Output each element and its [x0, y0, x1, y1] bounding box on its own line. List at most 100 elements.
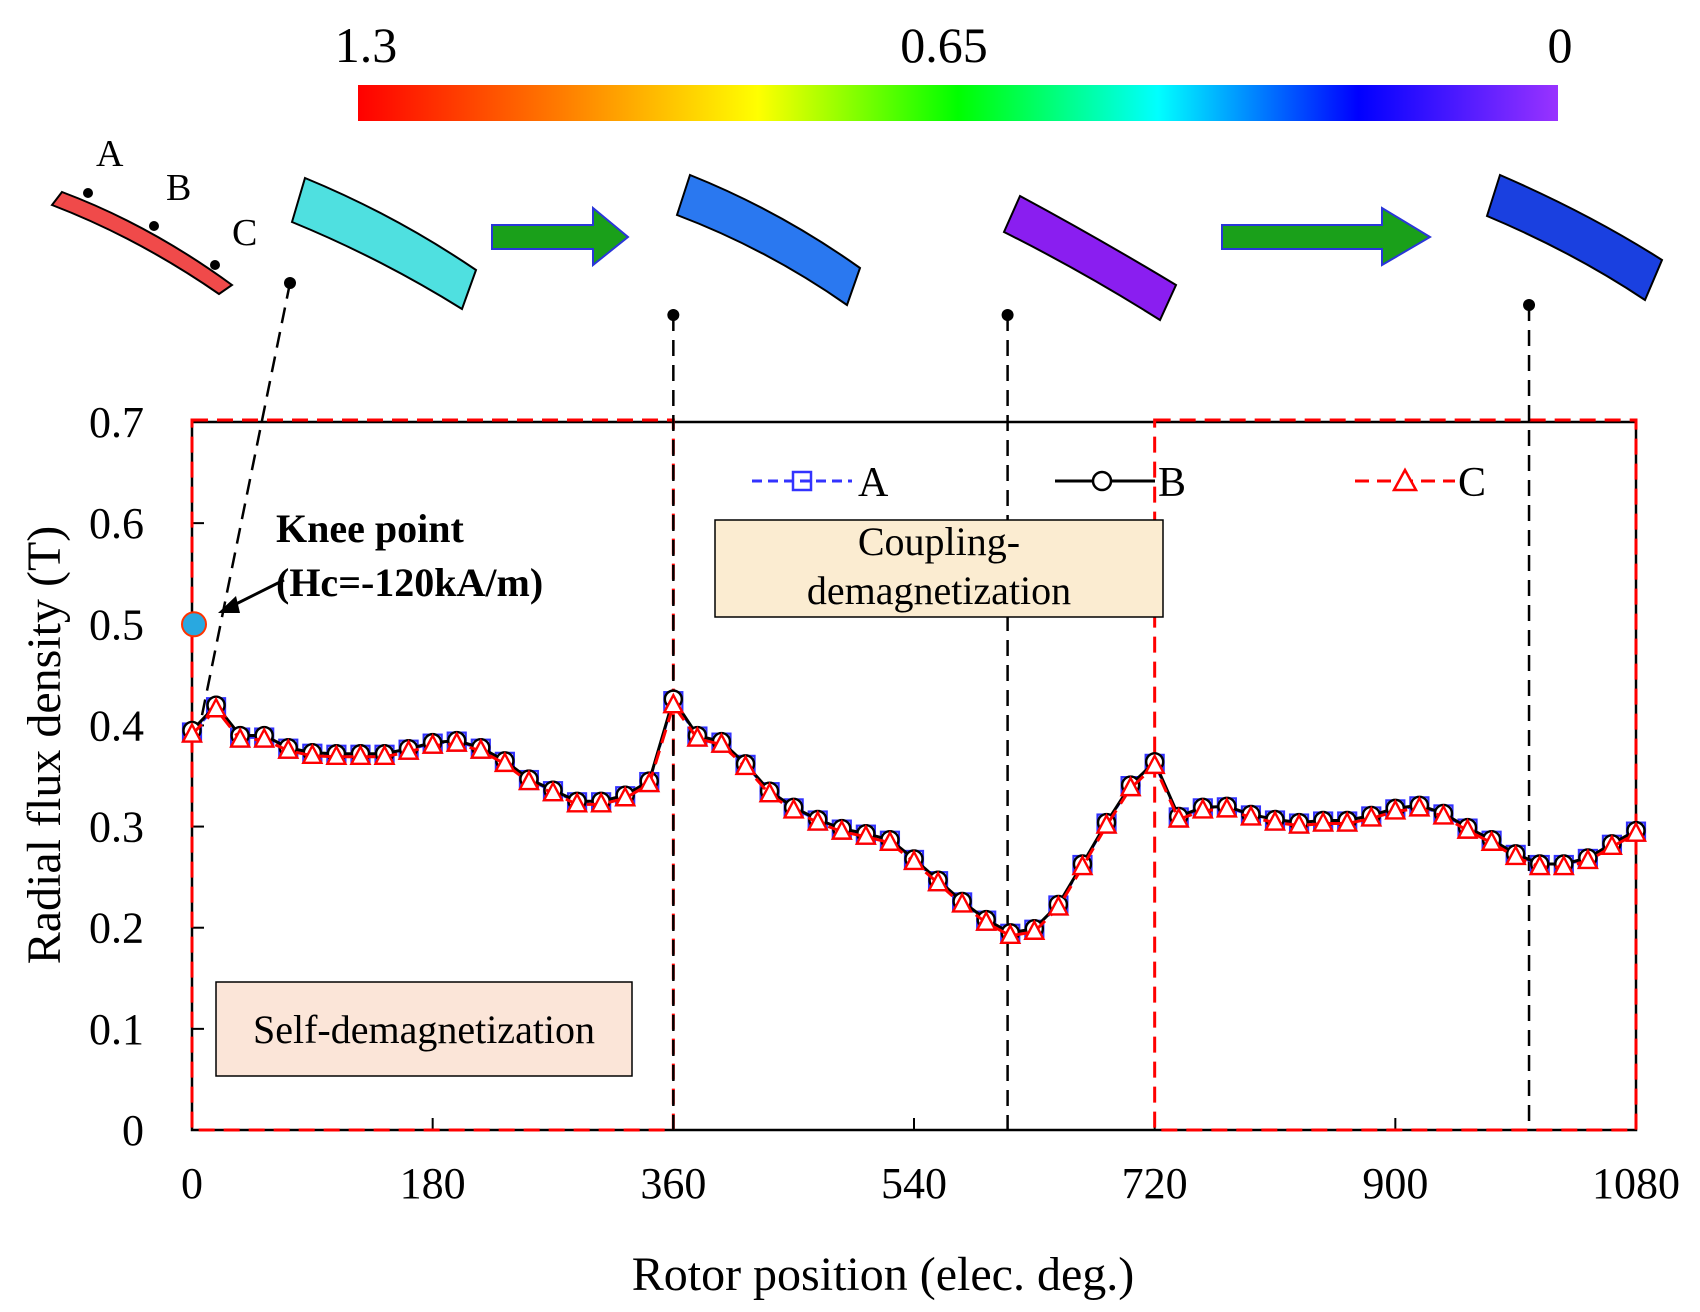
- data-point-c: [1288, 812, 1311, 834]
- colorbar-mid-label: 0.65: [900, 17, 988, 73]
- data-point-c: [469, 738, 492, 759]
- y-tick-label: 0.2: [89, 904, 144, 953]
- self-demag-label: Self-demagnetization: [253, 1007, 595, 1052]
- colorbar-gradient: [358, 85, 1558, 121]
- x-tick-label: 900: [1362, 1159, 1428, 1208]
- knee-point-title: Knee point: [276, 506, 464, 551]
- data-point-c: [830, 819, 853, 840]
- x-tick-label: 360: [640, 1159, 706, 1208]
- data-point-c: [1191, 797, 1214, 819]
- data-point-c: [421, 733, 444, 754]
- colorbar-min-label: 0: [1548, 17, 1573, 73]
- knee-point-value: (Hc=-120kA/m): [276, 560, 543, 605]
- data-point-c: [878, 830, 901, 851]
- y-tick-label: 0.5: [89, 600, 144, 649]
- data-point-c: [854, 824, 877, 845]
- data-point-c: [1552, 854, 1575, 876]
- x-tick-label: 540: [881, 1159, 947, 1208]
- y-tick-label: 0.4: [89, 701, 144, 750]
- legend-marker-a: [791, 470, 813, 492]
- legend-label-a: A: [858, 460, 889, 506]
- data-point-c: [566, 791, 589, 813]
- data-point-c: [325, 744, 348, 765]
- legend: A B C: [752, 460, 1486, 506]
- data-point-c: [517, 769, 540, 791]
- data-point-c: [397, 739, 420, 760]
- coupling-label-line1: Coupling-: [858, 519, 1020, 564]
- x-tick-label: 0: [181, 1159, 203, 1208]
- data-point-c: [1408, 795, 1431, 817]
- series-line-a: [191, 698, 1637, 936]
- knee-point-annotation: Knee point (Hc=-120kA/m): [218, 506, 543, 613]
- point-b-label: B: [166, 167, 191, 209]
- data-point-c: [927, 870, 950, 892]
- data-point-c: [975, 910, 998, 931]
- data-point-c: [1167, 806, 1190, 828]
- point-c-label: C: [232, 212, 257, 254]
- data-point-c: [806, 809, 829, 831]
- data-point-c: [734, 754, 757, 776]
- y-tick-label: 0.6: [89, 499, 144, 548]
- arrow-right-icon: [491, 205, 630, 268]
- data-point-c: [301, 743, 324, 764]
- data-point-c: [782, 797, 805, 819]
- x-axis-label: Rotor position (elec. deg.): [632, 1248, 1135, 1301]
- data-point-c: [1576, 848, 1599, 870]
- point-c-dot: [210, 260, 220, 270]
- data-point-c: [1071, 854, 1094, 876]
- data-point-c: [1336, 810, 1359, 832]
- data-point-c: [1384, 798, 1407, 820]
- data-point-c: [686, 726, 709, 747]
- knee-point-marker: [181, 611, 207, 638]
- data-point-c: [999, 923, 1022, 945]
- data-point-c: [1095, 812, 1118, 834]
- data-point-c: [1600, 834, 1623, 855]
- x-tick-label: 180: [400, 1159, 466, 1208]
- knee-point-arrow-line: [229, 578, 285, 609]
- data-point-c: [638, 771, 661, 793]
- state-marker-dot: [284, 277, 296, 289]
- data-point-c: [1360, 805, 1383, 827]
- data-point-c: [1047, 894, 1070, 916]
- data-point-c: [951, 891, 974, 913]
- state-marker-dot: [1523, 299, 1536, 311]
- data-point-c: [1528, 854, 1551, 876]
- data-point-c: [229, 727, 252, 748]
- data-point-c: [1023, 919, 1046, 940]
- data-point-c: [373, 744, 396, 765]
- magnet-state-630deg: [1002, 194, 1178, 322]
- data-point-c: [1480, 830, 1503, 851]
- data-point-c: [1119, 775, 1142, 797]
- plot-area: 0 180 360 540 720 900 1080 0 0.1 0.2 0.3 0.4 0.5 0.6 0…: [89, 277, 1680, 1208]
- legend-marker-b: [1091, 470, 1113, 492]
- coupling-annotation: Coupling- demagnetization: [714, 519, 1164, 618]
- y-tick-label: 0.3: [89, 803, 144, 852]
- data-point-c: [349, 744, 372, 765]
- data-point-c: [1432, 803, 1455, 825]
- data-point-c: [1143, 753, 1166, 775]
- magnet-initial: [50, 190, 234, 296]
- data-point-c: [590, 791, 613, 813]
- state-marker-dot: [667, 309, 680, 321]
- y-tick-label: 0: [122, 1106, 144, 1155]
- data-point-c: [758, 781, 781, 803]
- data-point-c: [1264, 809, 1286, 831]
- point-a-dot: [83, 188, 93, 198]
- point-a-label: A: [96, 133, 124, 175]
- magnet-state-360deg: [675, 173, 862, 307]
- magnet-state-1020deg: [1485, 173, 1664, 302]
- point-b-dot: [149, 221, 159, 231]
- data-point-c: [662, 692, 685, 714]
- coupling-annotation-box: [714, 519, 1164, 618]
- y-axis-label: Radial flux density (T): [18, 526, 71, 965]
- data-point-c: [277, 738, 300, 759]
- y-tick-label: 0.7: [89, 398, 144, 447]
- legend-label-c: C: [1458, 460, 1486, 506]
- data-point-c: [445, 731, 468, 752]
- legend-marker-c: [1391, 467, 1419, 492]
- data-point-c: [1239, 804, 1262, 826]
- colorbar: 1.3 0.65 0: [335, 17, 1573, 121]
- data-point-c: [903, 849, 925, 871]
- magnet-state-0deg: [290, 176, 478, 311]
